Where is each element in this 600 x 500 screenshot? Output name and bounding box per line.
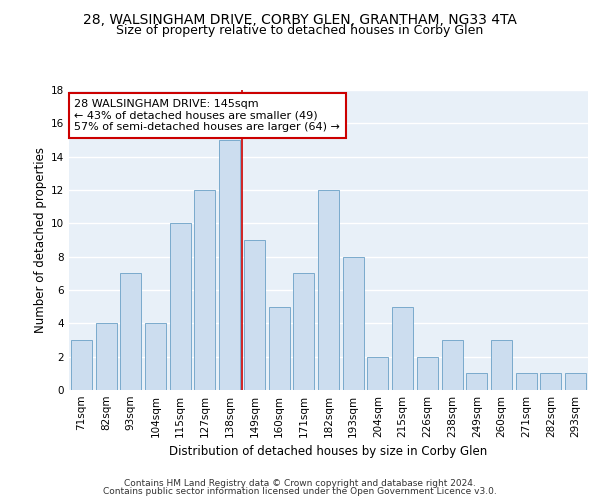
- Bar: [120, 274, 141, 390]
- Bar: [95, 324, 116, 390]
- Bar: [293, 274, 314, 390]
- Bar: [417, 356, 438, 390]
- Bar: [343, 256, 364, 390]
- Bar: [367, 356, 388, 390]
- Bar: [392, 306, 413, 390]
- Bar: [516, 374, 537, 390]
- Bar: [442, 340, 463, 390]
- Bar: [244, 240, 265, 390]
- Bar: [194, 190, 215, 390]
- Bar: [269, 306, 290, 390]
- Bar: [71, 340, 92, 390]
- Bar: [145, 324, 166, 390]
- Bar: [170, 224, 191, 390]
- Bar: [466, 374, 487, 390]
- Y-axis label: Number of detached properties: Number of detached properties: [34, 147, 47, 333]
- Text: Contains HM Land Registry data © Crown copyright and database right 2024.: Contains HM Land Registry data © Crown c…: [124, 478, 476, 488]
- Bar: [541, 374, 562, 390]
- Bar: [318, 190, 339, 390]
- Text: Size of property relative to detached houses in Corby Glen: Size of property relative to detached ho…: [116, 24, 484, 37]
- Bar: [491, 340, 512, 390]
- Text: 28, WALSINGHAM DRIVE, CORBY GLEN, GRANTHAM, NG33 4TA: 28, WALSINGHAM DRIVE, CORBY GLEN, GRANTH…: [83, 12, 517, 26]
- Bar: [219, 140, 240, 390]
- Bar: [565, 374, 586, 390]
- X-axis label: Distribution of detached houses by size in Corby Glen: Distribution of detached houses by size …: [169, 446, 488, 458]
- Text: Contains public sector information licensed under the Open Government Licence v3: Contains public sector information licen…: [103, 487, 497, 496]
- Text: 28 WALSINGHAM DRIVE: 145sqm
← 43% of detached houses are smaller (49)
57% of sem: 28 WALSINGHAM DRIVE: 145sqm ← 43% of det…: [74, 99, 340, 132]
